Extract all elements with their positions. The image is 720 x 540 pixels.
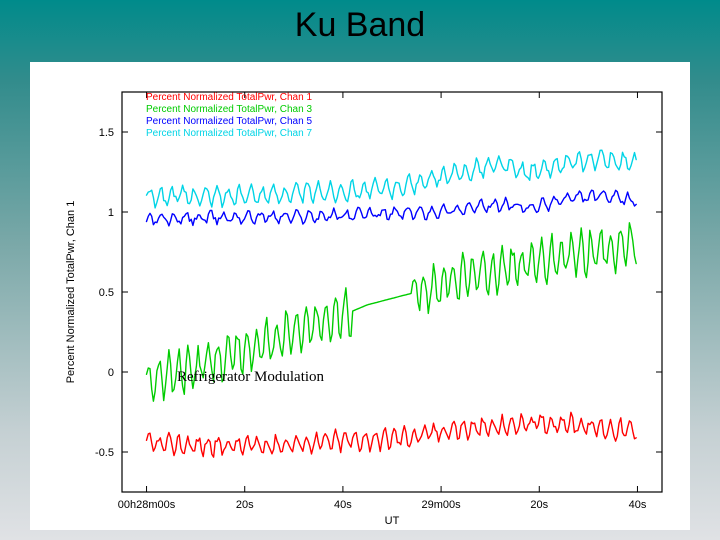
- svg-text:20s: 20s: [530, 499, 548, 511]
- svg-text:Percent Normalized TotalPwr, C: Percent Normalized TotalPwr, Chan 1: [65, 201, 77, 384]
- svg-text:-0.5: -0.5: [95, 447, 114, 459]
- svg-text:40s: 40s: [334, 499, 352, 511]
- svg-text:1.5: 1.5: [99, 127, 114, 139]
- svg-text:Percent Normalized TotalPwr, C: Percent Normalized TotalPwr, Chan 5: [146, 116, 312, 127]
- svg-text:40s: 40s: [629, 499, 647, 511]
- svg-text:29m00s: 29m00s: [422, 499, 462, 511]
- slide-title: Ku Band: [0, 6, 720, 45]
- annotation-refrigerator-modulation: Refrigerator Modulation: [177, 369, 324, 386]
- svg-text:1: 1: [108, 207, 114, 219]
- svg-text:0.5: 0.5: [99, 287, 114, 299]
- svg-text:UT: UT: [385, 515, 400, 527]
- svg-text:0: 0: [108, 367, 114, 379]
- svg-text:Percent Normalized TotalPwr, C: Percent Normalized TotalPwr, Chan 3: [146, 104, 312, 115]
- slide-root: Ku Band -0.5 0 0.5 1 1.5 00h28m00s 20s 40s 29m00…: [0, 0, 720, 540]
- svg-text:Percent Normalized TotalPwr, C: Percent Normalized TotalPwr, Chan 1: [146, 92, 312, 103]
- svg-text:Percent Normalized TotalPwr, C: Percent Normalized TotalPwr, Chan 7: [146, 128, 312, 139]
- svg-text:00h28m00s: 00h28m00s: [118, 499, 176, 511]
- chart-svg: -0.5 0 0.5 1 1.5 00h28m00s 20s 40s 29m00s 20s 40s U…: [30, 62, 690, 530]
- chart-panel: -0.5 0 0.5 1 1.5 00h28m00s 20s 40s 29m00s 20s 40s U…: [30, 62, 690, 530]
- svg-text:20s: 20s: [236, 499, 254, 511]
